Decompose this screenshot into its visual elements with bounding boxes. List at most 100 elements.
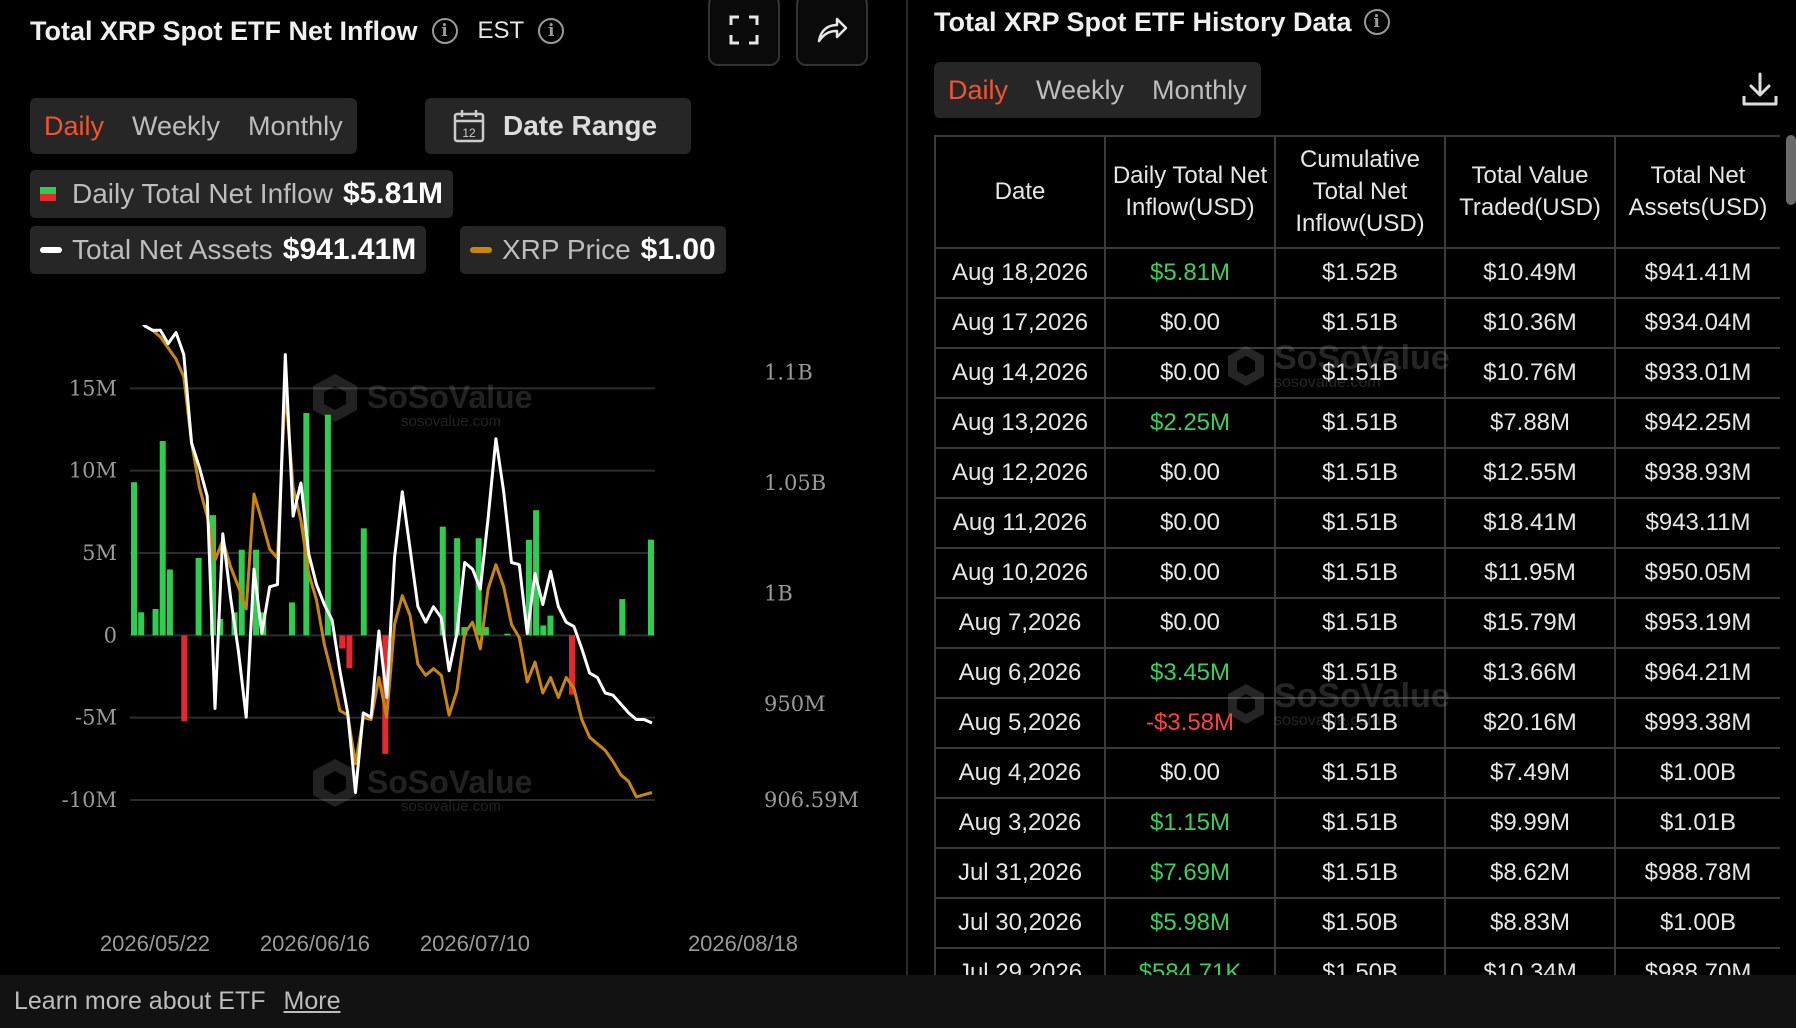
footer-text: Learn more about ETF	[14, 987, 266, 1015]
history-tab-weekly[interactable]: Weekly	[1036, 74, 1125, 105]
history-title: Total XRP Spot ETF History Data	[934, 6, 1352, 37]
cell-daily-inflow: $3.45M	[1104, 647, 1276, 699]
y-tick-right: 950M	[764, 692, 826, 716]
table-scrollbar[interactable]	[1786, 135, 1796, 205]
history-table-container[interactable]: Date Daily Total Net Inflow(USD) Cumulat…	[934, 135, 1780, 975]
cell-value-traded: $11.95M	[1444, 547, 1616, 599]
download-icon[interactable]	[1740, 70, 1780, 110]
cell-date: Aug 10,2026	[934, 547, 1106, 599]
history-table-body: Aug 18,2026 $5.81M $1.52B $10.49M $941.41M Au…	[934, 247, 1780, 975]
table-row[interactable]: Aug 12,2026 $0.00 $1.51B $12.55M $938.93M	[934, 447, 1780, 499]
cell-cumulative-inflow: $1.51B	[1274, 697, 1446, 749]
table-row[interactable]: Aug 5,2026 -$3.58M $1.51B $20.16M $993.38M	[934, 697, 1780, 749]
cell-cumulative-inflow: $1.52B	[1274, 247, 1446, 299]
table-row[interactable]: Aug 11,2026 $0.00 $1.51B $18.41M $943.11M	[934, 497, 1780, 549]
legend-price-label: XRP Price	[502, 234, 631, 265]
more-link[interactable]: More	[283, 987, 341, 1015]
cell-cumulative-inflow: $1.51B	[1274, 297, 1446, 349]
cell-net-assets: $993.38M	[1614, 697, 1780, 749]
cell-date: Jul 30,2026	[934, 897, 1106, 949]
cell-daily-inflow: $0.00	[1104, 347, 1276, 399]
x-tick: 2026/06/16	[260, 931, 370, 956]
legend-price[interactable]: XRP Price $1.00	[460, 226, 726, 274]
calendar-icon: 12	[453, 110, 485, 143]
cell-daily-inflow: $5.81M	[1104, 247, 1276, 299]
inflow-bar	[288, 602, 295, 636]
cell-daily-inflow: $0.00	[1104, 597, 1276, 649]
cell-value-traded: $9.99M	[1444, 797, 1616, 849]
legend-assets[interactable]: Total Net Assets $941.41M	[30, 226, 427, 274]
table-row[interactable]: Jul 31,2026 $7.69M $1.51B $8.62M $988.78M	[934, 847, 1780, 899]
history-tab-monthly[interactable]: Monthly	[1152, 74, 1247, 105]
timezone-label: EST	[477, 17, 525, 44]
cell-cumulative-inflow: $1.50B	[1274, 947, 1446, 975]
history-info-icon[interactable]: i	[1363, 9, 1390, 35]
timezone-info-icon[interactable]: i	[538, 18, 565, 44]
price-swatch	[470, 247, 492, 253]
history-tab-daily[interactable]: Daily	[948, 74, 1009, 105]
tab-daily[interactable]: Daily	[44, 110, 105, 141]
table-row[interactable]: Aug 14,2026 $0.00 $1.51B $10.76M $933.01M	[934, 347, 1780, 399]
svg-text:SoSoValue: SoSoValue	[367, 764, 532, 800]
col-value-traded[interactable]: Total Value Traded(USD)	[1444, 135, 1616, 249]
inflow-bar	[439, 526, 446, 636]
cell-net-assets: $941.41M	[1614, 247, 1780, 299]
cell-date: Aug 11,2026	[934, 497, 1106, 549]
net-inflow-panel: Total XRP Spot ETF Net Inflow i EST i Da…	[0, 0, 908, 975]
cell-date: Aug 4,2026	[934, 747, 1106, 799]
history-panel: Total XRP Spot ETF History Data i Daily …	[910, 0, 1796, 975]
svg-text:sosovalue.com: sosovalue.com	[401, 413, 501, 430]
cell-date: Aug 5,2026	[934, 697, 1106, 749]
cell-date: Jul 29,2026	[934, 947, 1106, 975]
table-row[interactable]: Jul 29,2026 $584.71K $1.50B $10.34M $988.70M	[934, 947, 1780, 975]
net-inflow-chart: 20M15M10M5M0-5M-10M1.13B1.1B1.05B1B950M9…	[0, 294, 860, 965]
svg-text:sosovalue.com: sosovalue.com	[401, 798, 501, 815]
inflow-bar	[569, 635, 576, 695]
table-row[interactable]: Aug 6,2026 $3.45M $1.51B $13.66M $964.21M	[934, 647, 1780, 699]
legend-assets-value: $941.41M	[282, 233, 417, 266]
table-row[interactable]: Aug 7,2026 $0.00 $1.51B $15.79M $953.19M	[934, 597, 1780, 649]
cell-date: Aug 7,2026	[934, 597, 1106, 649]
cell-cumulative-inflow: $1.51B	[1274, 597, 1446, 649]
legend-inflow-value: $5.81M	[342, 177, 444, 210]
col-daily-inflow[interactable]: Daily Total Net Inflow(USD)	[1104, 135, 1276, 249]
svg-text:12: 12	[462, 126, 476, 140]
col-cumulative-inflow[interactable]: Cumulative Total Net Inflow(USD)	[1274, 135, 1446, 249]
inflow-bar	[217, 618, 224, 636]
table-row[interactable]: Aug 18,2026 $5.81M $1.52B $10.49M $941.41M	[934, 247, 1780, 299]
legend-assets-label: Total Net Assets	[72, 234, 273, 265]
cell-net-assets: $988.78M	[1614, 847, 1780, 899]
cell-value-traded: $10.34M	[1444, 947, 1616, 975]
cell-date: Jul 31,2026	[934, 847, 1106, 899]
cell-daily-inflow: $0.00	[1104, 447, 1276, 499]
date-range-button[interactable]: 12 Date Range	[425, 98, 691, 154]
table-row[interactable]: Aug 3,2026 $1.15M $1.51B $9.99M $1.01B	[934, 797, 1780, 849]
col-date[interactable]: Date	[934, 135, 1106, 249]
cell-value-traded: $10.36M	[1444, 297, 1616, 349]
table-row[interactable]: Aug 17,2026 $0.00 $1.51B $10.36M $934.04M	[934, 297, 1780, 349]
table-row[interactable]: Aug 10,2026 $0.00 $1.51B $11.95M $950.05M	[934, 547, 1780, 599]
col-net-assets[interactable]: Total Net Assets(USD)	[1614, 135, 1780, 249]
cell-daily-inflow: $1.15M	[1104, 797, 1276, 849]
inflow-bar	[619, 599, 626, 636]
cell-net-assets: $934.04M	[1614, 297, 1780, 349]
table-row[interactable]: Aug 4,2026 $0.00 $1.51B $7.49M $1.00B	[934, 747, 1780, 799]
tab-weekly[interactable]: Weekly	[132, 110, 221, 141]
fullscreen-button[interactable]	[708, 0, 780, 66]
cell-date: Aug 14,2026	[934, 347, 1106, 399]
table-row[interactable]: Aug 13,2026 $2.25M $1.51B $7.88M $942.25M	[934, 397, 1780, 449]
y-tick-right: 906.59M	[764, 788, 859, 812]
table-row[interactable]: Jul 30,2026 $5.98M $1.50B $8.83M $1.00B	[934, 897, 1780, 949]
cell-cumulative-inflow: $1.51B	[1274, 547, 1446, 599]
inflow-bar	[540, 625, 547, 636]
tab-monthly[interactable]: Monthly	[248, 110, 343, 141]
legend-inflow[interactable]: Daily Total Net Inflow $5.81M	[30, 170, 454, 218]
inflow-bar	[346, 635, 353, 669]
legend-price-value: $1.00	[640, 233, 716, 266]
cell-cumulative-inflow: $1.51B	[1274, 847, 1446, 899]
cell-date: Aug 3,2026	[934, 797, 1106, 849]
share-button[interactable]	[796, 0, 868, 66]
info-icon[interactable]: i	[431, 18, 458, 44]
cell-value-traded: $10.49M	[1444, 247, 1616, 299]
svg-text:SoSoValue: SoSoValue	[367, 379, 532, 415]
